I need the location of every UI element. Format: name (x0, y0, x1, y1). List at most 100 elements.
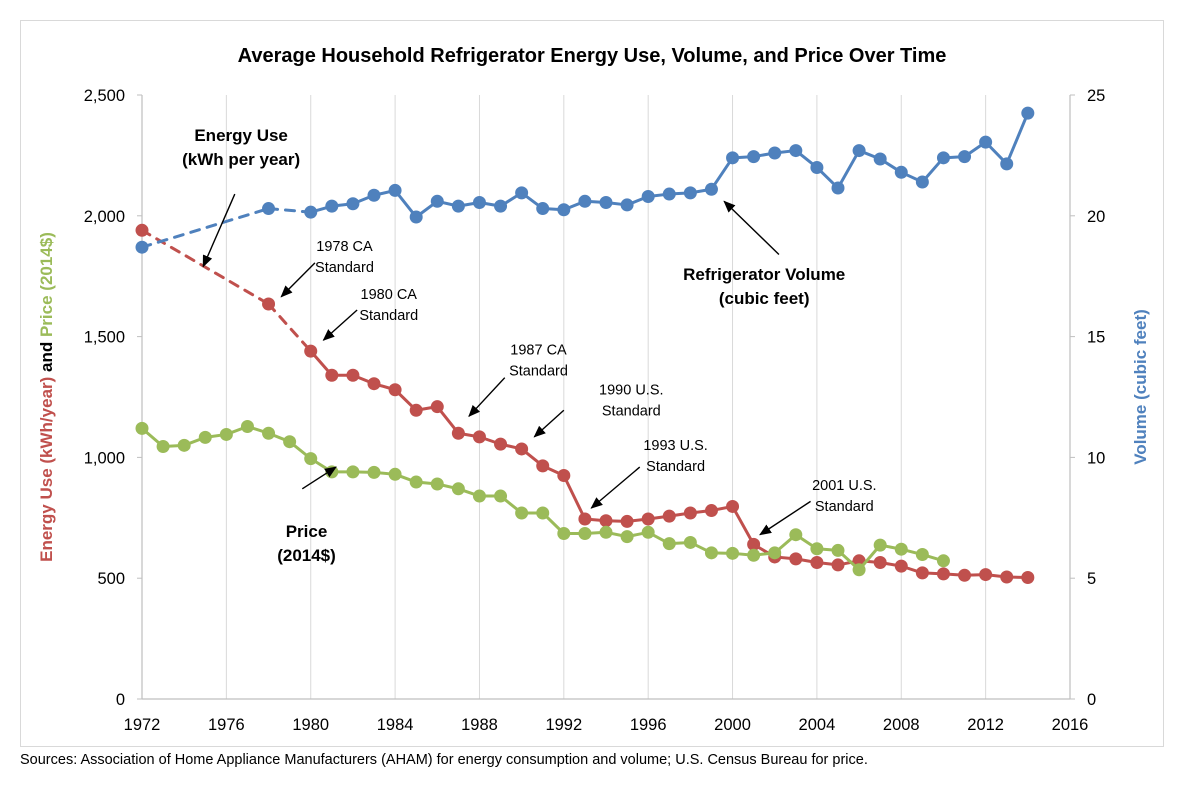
volume-point (915, 175, 929, 189)
x-tick-label: 1984 (377, 716, 414, 734)
x-tick-label: 2008 (883, 716, 920, 734)
x-tick-label: 2012 (967, 716, 1004, 734)
volume-point (620, 198, 634, 212)
energy-point (747, 537, 761, 551)
y-axis-label-left-part: Energy Use (kWh/year) (37, 377, 56, 562)
price-point (262, 426, 276, 440)
energy-point (936, 567, 950, 581)
volume-point (135, 240, 149, 254)
price-point (346, 465, 360, 479)
volume-point (599, 196, 613, 210)
volume-point (683, 186, 697, 200)
volume-dashed-segment (267, 207, 313, 214)
volume-point (768, 146, 782, 160)
annotation-price: Price (2014$) (277, 466, 337, 565)
annotation-arrow (723, 200, 780, 255)
energy-point (409, 403, 423, 417)
price-point (451, 482, 465, 496)
annotation-text: 1978 CA (316, 239, 373, 255)
y-tick-label-right: 25 (1087, 87, 1105, 105)
volume-point (704, 182, 718, 196)
price-point (388, 467, 402, 481)
price-point (726, 546, 740, 560)
price-point (578, 527, 592, 541)
y-tick-label-left: 0 (116, 691, 125, 709)
annotation-text: Standard (315, 260, 374, 276)
energy-point (325, 368, 339, 382)
y-axis-label-left: Energy Use (kWh/year) and Price (2014$) (37, 232, 56, 562)
energy-point (451, 426, 465, 440)
volume-point (388, 183, 402, 197)
energy-point (726, 499, 740, 513)
price-point (641, 525, 655, 539)
annotation-text: 1980 CA (361, 287, 418, 303)
volume-point (662, 187, 676, 201)
annotation-2001-us: 2001 U.S. Standard (759, 478, 877, 536)
energy-point (831, 558, 845, 572)
annotation-arrow (301, 466, 337, 490)
series (135, 106, 1035, 584)
axes: 1972 1976 1980 1984 1988 1992 1996 2000 2004 2008… (84, 87, 1106, 734)
annotation-text: 2001 U.S. (812, 478, 877, 494)
energy-point (958, 568, 972, 582)
x-tick-label: 1980 (292, 716, 329, 734)
y-tick-label-left: 2,000 (84, 208, 125, 226)
volume-series (135, 106, 1035, 254)
energy-point (620, 514, 634, 528)
energy-point (262, 297, 276, 311)
price-point (747, 548, 761, 562)
y-tick-label-right: 10 (1087, 449, 1105, 467)
volume-point (262, 202, 276, 216)
volume-point (1000, 157, 1014, 171)
volume-line-segment (836, 149, 861, 190)
volume-dashed-segment (140, 207, 271, 249)
annotation-text: (kWh per year) (182, 150, 300, 169)
energy-point (1021, 570, 1035, 584)
price-point (409, 475, 423, 489)
annotation-text: Standard (359, 308, 418, 324)
volume-point (494, 199, 508, 213)
y-tick-label-right: 20 (1087, 208, 1105, 226)
volume-point (430, 194, 444, 208)
volume-point (789, 144, 803, 158)
annotations: Energy Use(kWh per year)1978 CAStandard1… (182, 126, 876, 565)
volume-point (810, 160, 824, 174)
volume-point (367, 188, 381, 202)
price-point (135, 421, 149, 435)
price-point (156, 440, 170, 454)
annotation-energy-use: Energy Use (kWh per year) (182, 126, 300, 268)
annotation-arrow (280, 262, 316, 298)
x-tick-label: 2004 (799, 716, 836, 734)
volume-point (894, 165, 908, 179)
volume-point (557, 203, 571, 217)
annotation-text: Refrigerator Volume (683, 265, 845, 284)
y-axis-label-left-part: and (37, 337, 56, 377)
chart: Average Household Refrigerator Energy Us… (37, 45, 1150, 734)
y-tick-label-left: 2,500 (84, 87, 125, 105)
x-tick-label: 2016 (1052, 716, 1089, 734)
price-point (198, 430, 212, 444)
x-tick-label: 1976 (208, 716, 245, 734)
energy-point (1000, 570, 1014, 584)
price-point (430, 477, 444, 491)
annotation-text: Price (286, 522, 328, 541)
volume-point (747, 150, 761, 164)
energy-point (599, 514, 613, 528)
annotation-text: Standard (509, 364, 568, 380)
volume-point (409, 210, 423, 224)
energy-point (494, 437, 508, 451)
y-tick-label-left: 500 (97, 570, 125, 588)
energy-point (472, 430, 486, 444)
annotation-1980-ca: 1980 CA Standard (322, 287, 418, 341)
price-point (472, 489, 486, 503)
volume-point (536, 202, 550, 216)
x-tick-label: 1992 (545, 716, 582, 734)
price-point (873, 538, 887, 552)
annotation-text: Energy Use (194, 126, 288, 145)
energy-point (894, 559, 908, 573)
price-point (367, 465, 381, 479)
volume-point (1021, 106, 1035, 120)
annotation-text: Standard (646, 459, 705, 475)
y-tick-label-left: 1,500 (84, 329, 125, 347)
price-point (494, 489, 508, 503)
